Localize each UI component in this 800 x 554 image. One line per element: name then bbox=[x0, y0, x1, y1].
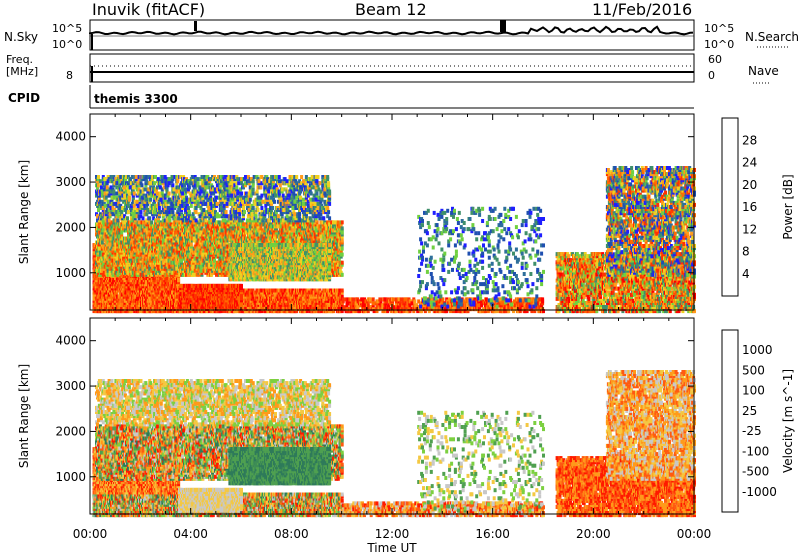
power-data-cells bbox=[93, 166, 697, 313]
nsky-panel-frame bbox=[90, 20, 694, 50]
freq-panel-frame bbox=[90, 54, 694, 82]
nsky-trace bbox=[90, 27, 693, 35]
nsky-spike-2 bbox=[194, 21, 197, 31]
nsky-start-bar bbox=[91, 34, 93, 50]
nsky-spike bbox=[500, 20, 506, 32]
chart-canvas: 1000200030004000Slant Range [km] 1000200… bbox=[0, 0, 800, 554]
summary-panels bbox=[90, 20, 788, 108]
freq-start-bar bbox=[91, 66, 93, 82]
